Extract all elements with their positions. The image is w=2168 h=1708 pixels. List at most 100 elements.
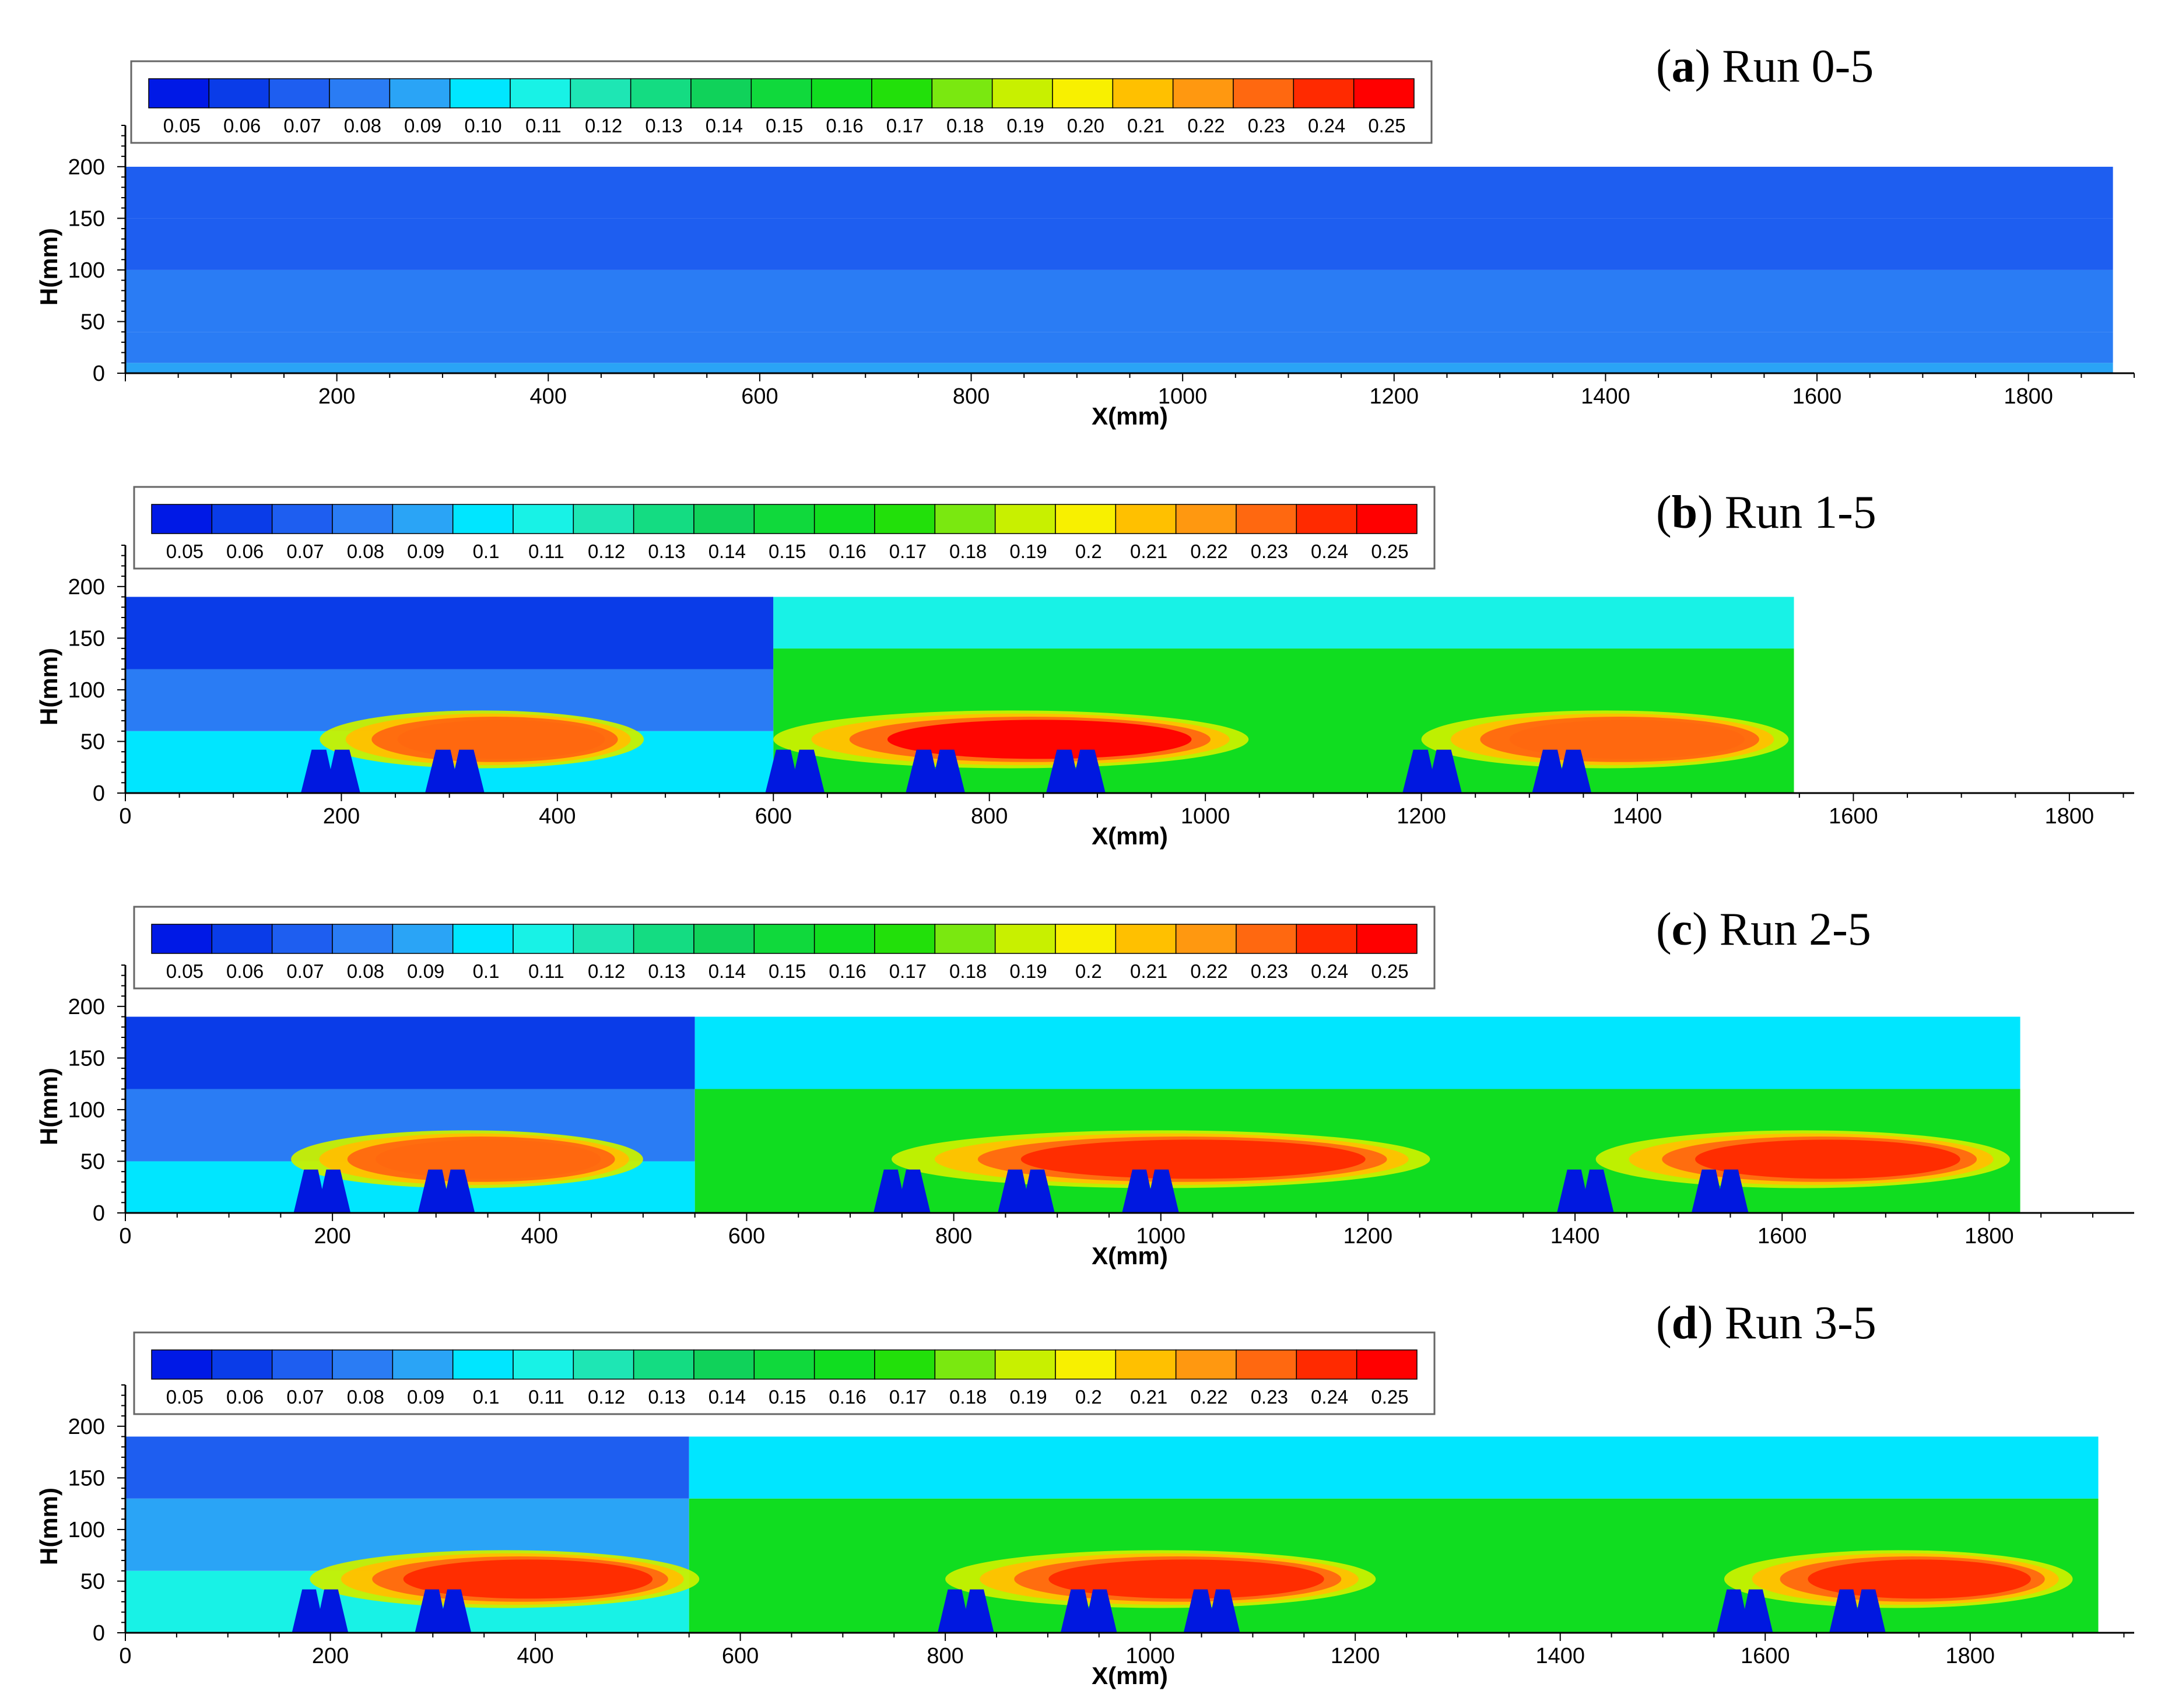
colorbar-label: 0.22 (1187, 115, 1225, 136)
panel-a: 200 400 600 800 1000 1200 1400 1600 1800 X(mm) 0 50… (35, 41, 2135, 430)
colorbar-swatch (208, 78, 270, 108)
title-letter: c (1672, 904, 1693, 955)
colorbar-label: 0.14 (706, 115, 743, 136)
title-letter: a (1672, 41, 1695, 92)
colorbar-label: 0.17 (886, 115, 924, 136)
colorbar-label: 0.19 (1009, 1386, 1047, 1408)
colorbar-swatch (332, 504, 394, 534)
y-axis-label: H(mm) (35, 1488, 62, 1565)
colorbar-label: 0.09 (407, 960, 444, 982)
colorbar-label: 0.24 (1311, 1386, 1348, 1408)
field-layer (125, 218, 2113, 270)
colorbar-label: 0.14 (708, 1386, 746, 1408)
colorbar-label: 0.12 (585, 115, 622, 136)
x-tick-label: 600 (722, 1644, 759, 1668)
colorbar-swatch (934, 1349, 996, 1380)
colorbar-swatch (813, 1349, 875, 1380)
field-layer (773, 597, 1794, 649)
colorbar-swatch (994, 504, 1056, 534)
colorbar-swatch (1296, 924, 1357, 954)
colorbar-label: 0.06 (223, 115, 261, 136)
colorbar-label: 0.16 (829, 1386, 866, 1408)
colorbar-swatch (271, 504, 333, 534)
colorbar-swatch (389, 78, 451, 108)
colorbar-label: 0.20 (1067, 115, 1104, 136)
y-tick-label: 0 (93, 1201, 105, 1226)
colorbar-label: 0.09 (407, 1386, 444, 1408)
x-tick-label: 200 (314, 1224, 350, 1248)
x-tick-label: 1800 (2045, 804, 2095, 829)
colorbar-label: 0.07 (286, 960, 324, 982)
x-tick-label: 0 (119, 1644, 131, 1668)
colorbar-swatch (1175, 924, 1237, 954)
title-rest: ) Run 0-5 (1695, 41, 1874, 92)
colorbar-swatch (148, 78, 210, 108)
jet-plume (397, 720, 605, 759)
colorbar-label: 0.05 (166, 541, 204, 562)
field-layer (125, 332, 2113, 363)
colorbar-label: 0.24 (1308, 115, 1345, 136)
jet-plume (403, 1559, 653, 1599)
colorbar-swatch (573, 504, 634, 534)
panel-title: (c) Run 2-5 (1656, 904, 1871, 955)
colorbar-swatch (874, 504, 936, 534)
axes: 200 400 600 800 1000 1200 1400 1600 1800 X(mm) 0 50… (35, 125, 2135, 430)
x-tick-label: 1600 (1792, 384, 1842, 409)
x-tick-label: 200 (312, 1644, 349, 1668)
colorbar-label: 0.21 (1130, 960, 1167, 982)
structure-mound (1046, 749, 1106, 793)
panel-d: 0 200 400 600 800 1000 1200 1400 1600 1800 X(mm) 0 5… (35, 1297, 2134, 1689)
colorbar-swatch (874, 1349, 936, 1380)
structure-mound (765, 749, 825, 793)
panel-title: (b) Run 1-5 (1656, 487, 1876, 538)
y-tick-label: 150 (68, 206, 105, 231)
colorbar-swatch (452, 1349, 514, 1380)
concentration-field (125, 1436, 2099, 1633)
colorbar-swatch (813, 924, 875, 954)
x-tick-label: 1600 (1741, 1644, 1790, 1668)
x-tick-label: 1000 (1136, 1224, 1185, 1248)
y-tick-label: 200 (68, 575, 105, 599)
colorbar-swatch (211, 1349, 273, 1380)
y-tick-label: 50 (80, 1149, 105, 1174)
colorbar-label: 0.19 (1009, 960, 1047, 982)
colorbar-swatch (268, 78, 330, 108)
colorbar-label: 0.11 (528, 960, 564, 982)
structure-mound (1122, 1169, 1179, 1213)
structure-mound (1402, 749, 1462, 793)
colorbar-label: 0.05 (166, 1386, 204, 1408)
x-tick-label: 1000 (1158, 384, 1208, 409)
field-layer (125, 363, 2113, 373)
colorbar-swatch (1236, 504, 1297, 534)
structure-mound (873, 1169, 931, 1213)
colorbar-label: 0.15 (769, 1386, 806, 1408)
colorbar-label: 0.22 (1190, 960, 1227, 982)
concentration-field (125, 597, 1794, 793)
axes: 0 200 400 600 800 1000 1200 1400 1600 1800 X(mm) 0 5… (35, 965, 2134, 1269)
colorbar-label: 0.06 (226, 960, 264, 982)
colorbar-swatch (513, 924, 574, 954)
structure-mound (937, 1589, 994, 1633)
x-tick-label: 1800 (2004, 384, 2053, 409)
colorbar-swatch (753, 1349, 815, 1380)
x-tick-label: 1000 (1181, 804, 1230, 829)
colorbar-label: 0.07 (283, 115, 321, 136)
structure-mound (418, 1169, 475, 1213)
colorbar-swatch (392, 924, 454, 954)
x-tick-label: 1200 (1343, 1224, 1393, 1248)
x-tick-label: 200 (318, 384, 355, 409)
title-open: ( (1656, 1297, 1672, 1349)
colorbar: 0.05 0.06 0.07 0.08 0.09 0.1 0.11 0.12 0.13 0.14 0… (133, 486, 1436, 570)
colorbar-swatch (1055, 504, 1117, 534)
structure-mound (1716, 1589, 1773, 1633)
colorbar-label: 0.14 (708, 541, 746, 562)
colorbar-swatch (994, 1349, 1056, 1380)
colorbar-label: 0.21 (1130, 541, 1167, 562)
colorbar-swatch (1233, 78, 1295, 108)
jet-plume (376, 1139, 601, 1179)
y-tick-label: 100 (68, 1518, 105, 1542)
colorbar-label: 0.17 (889, 541, 927, 562)
colorbar-label: 0.2 (1075, 541, 1102, 562)
colorbar-label: 0.09 (407, 541, 444, 562)
structure-mound (1829, 1589, 1886, 1633)
